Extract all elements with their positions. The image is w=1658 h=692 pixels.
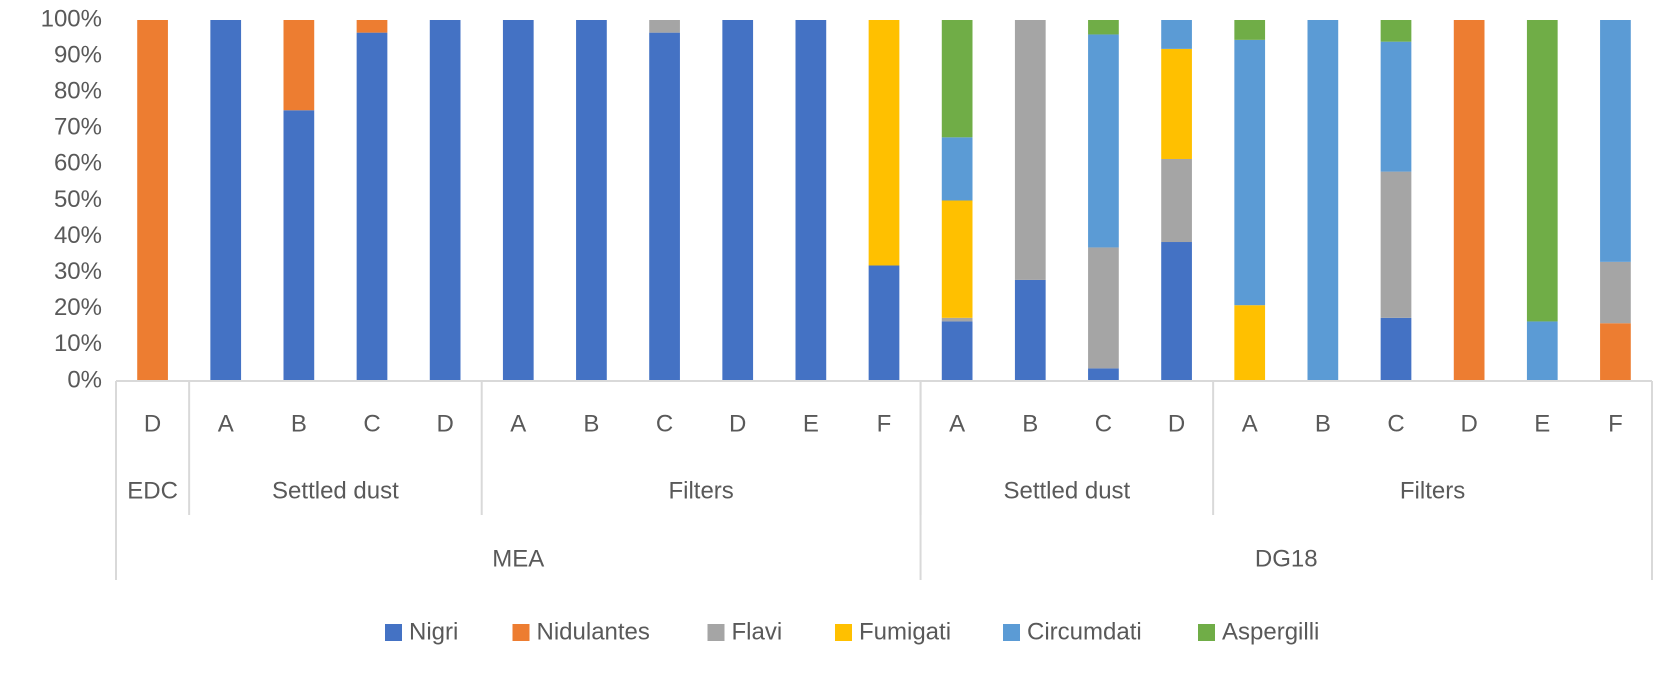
bar-segment	[795, 20, 827, 381]
legend-label: Nidulantes	[537, 618, 650, 645]
bar-segment	[941, 137, 973, 201]
x-tick-label: B	[583, 410, 599, 437]
group-label: MEA	[492, 545, 544, 572]
group-label: DG18	[1255, 545, 1318, 572]
x-tick-label: A	[949, 410, 965, 437]
x-tick-label: D	[1168, 410, 1185, 437]
x-tick-label: A	[218, 410, 234, 437]
x-tick-label: D	[729, 410, 746, 437]
x-tick-label: C	[1095, 410, 1112, 437]
y-tick-label: 70%	[54, 114, 102, 141]
bar-segment	[1014, 20, 1046, 280]
bar-segment	[1161, 158, 1192, 243]
bar-segment	[722, 20, 754, 381]
legend-swatch	[835, 624, 852, 641]
bar-segment	[283, 110, 315, 381]
x-tick-label: D	[436, 410, 453, 437]
subgroup-label: Filters	[1400, 477, 1465, 504]
y-tick-label: 60%	[54, 150, 102, 177]
x-tick-label: C	[656, 410, 673, 437]
bar-segment	[356, 20, 388, 33]
subgroup-label: Settled dust	[272, 477, 399, 504]
bar-segment	[1088, 247, 1119, 369]
bar-segment	[1526, 20, 1558, 322]
y-tick-label: 50%	[54, 186, 102, 213]
bar-segment	[1453, 20, 1485, 381]
legend-swatch	[512, 624, 530, 641]
legend-swatch	[1198, 624, 1215, 641]
legend-label: Nigri	[409, 618, 458, 645]
bar-segment	[941, 200, 973, 318]
y-tick-label: 10%	[54, 330, 102, 357]
legend-swatch	[385, 624, 402, 641]
x-tick-label: A	[1242, 410, 1258, 437]
bar-segment	[1088, 20, 1119, 35]
bar-segment	[1526, 321, 1558, 381]
x-tick-label: E	[1534, 410, 1550, 437]
subgroup-label: EDC	[127, 477, 178, 504]
bar-segment	[1014, 279, 1046, 381]
x-tick-label: A	[510, 410, 526, 437]
x-tick-label: B	[1022, 410, 1038, 437]
y-tick-label: 80%	[54, 78, 102, 105]
bar-segment	[1380, 171, 1412, 318]
y-tick-label: 0%	[67, 366, 102, 393]
legend-swatch	[1003, 624, 1020, 641]
bar-segment	[941, 321, 973, 381]
x-tick-label: C	[363, 410, 380, 437]
x-tick-label: B	[291, 410, 307, 437]
legend-label: Aspergilli	[1222, 618, 1319, 645]
bar-segment	[1380, 41, 1412, 172]
bar-segment	[137, 20, 168, 381]
y-tick-label: 90%	[54, 41, 102, 68]
bar-segment	[941, 317, 973, 322]
x-tick-label: F	[1608, 410, 1623, 437]
bar-segment	[1600, 20, 1631, 262]
x-tick-label: F	[877, 410, 892, 437]
bar-segment	[1380, 20, 1412, 42]
subgroup-label: Settled dust	[1003, 477, 1130, 504]
bar-segment	[356, 32, 388, 381]
bar-segment	[1161, 20, 1192, 49]
bar-segment	[1380, 317, 1412, 381]
bar-segment	[1234, 20, 1266, 40]
bar-segment	[576, 20, 607, 381]
bar-segment	[941, 20, 973, 138]
x-tick-label: E	[803, 410, 819, 437]
x-tick-label: B	[1315, 410, 1331, 437]
bar-segment	[1600, 323, 1631, 381]
bar-segment	[868, 20, 900, 266]
x-tick-label: D	[144, 410, 161, 437]
bar-segment	[649, 32, 680, 381]
bar-segment	[868, 265, 900, 381]
x-tick-label: D	[1460, 410, 1477, 437]
legend-label: Fumigati	[859, 618, 951, 645]
y-tick-label: 40%	[54, 222, 102, 249]
x-tick-label: C	[1387, 410, 1404, 437]
bar-segment	[649, 20, 680, 33]
y-tick-label: 20%	[54, 294, 102, 321]
bar-segment	[1161, 242, 1192, 381]
bar-segment	[1234, 39, 1266, 306]
legend-label: Flavi	[732, 618, 783, 645]
legend-swatch	[707, 624, 725, 641]
bar-segment	[1307, 20, 1339, 381]
bar-segment	[429, 20, 461, 381]
bar-segment	[1088, 368, 1119, 381]
y-tick-label: 30%	[54, 258, 102, 285]
bar-segment	[283, 20, 315, 111]
legend-label: Circumdati	[1027, 618, 1142, 645]
bar-segment	[1600, 261, 1631, 324]
bar-segment	[1088, 34, 1119, 248]
subgroup-label: Filters	[668, 477, 733, 504]
bar-segment	[210, 20, 242, 381]
bar-segment	[1234, 305, 1266, 381]
bar-segment	[1161, 48, 1192, 159]
y-tick-label: 100%	[41, 5, 102, 32]
bar-segment	[502, 20, 534, 381]
